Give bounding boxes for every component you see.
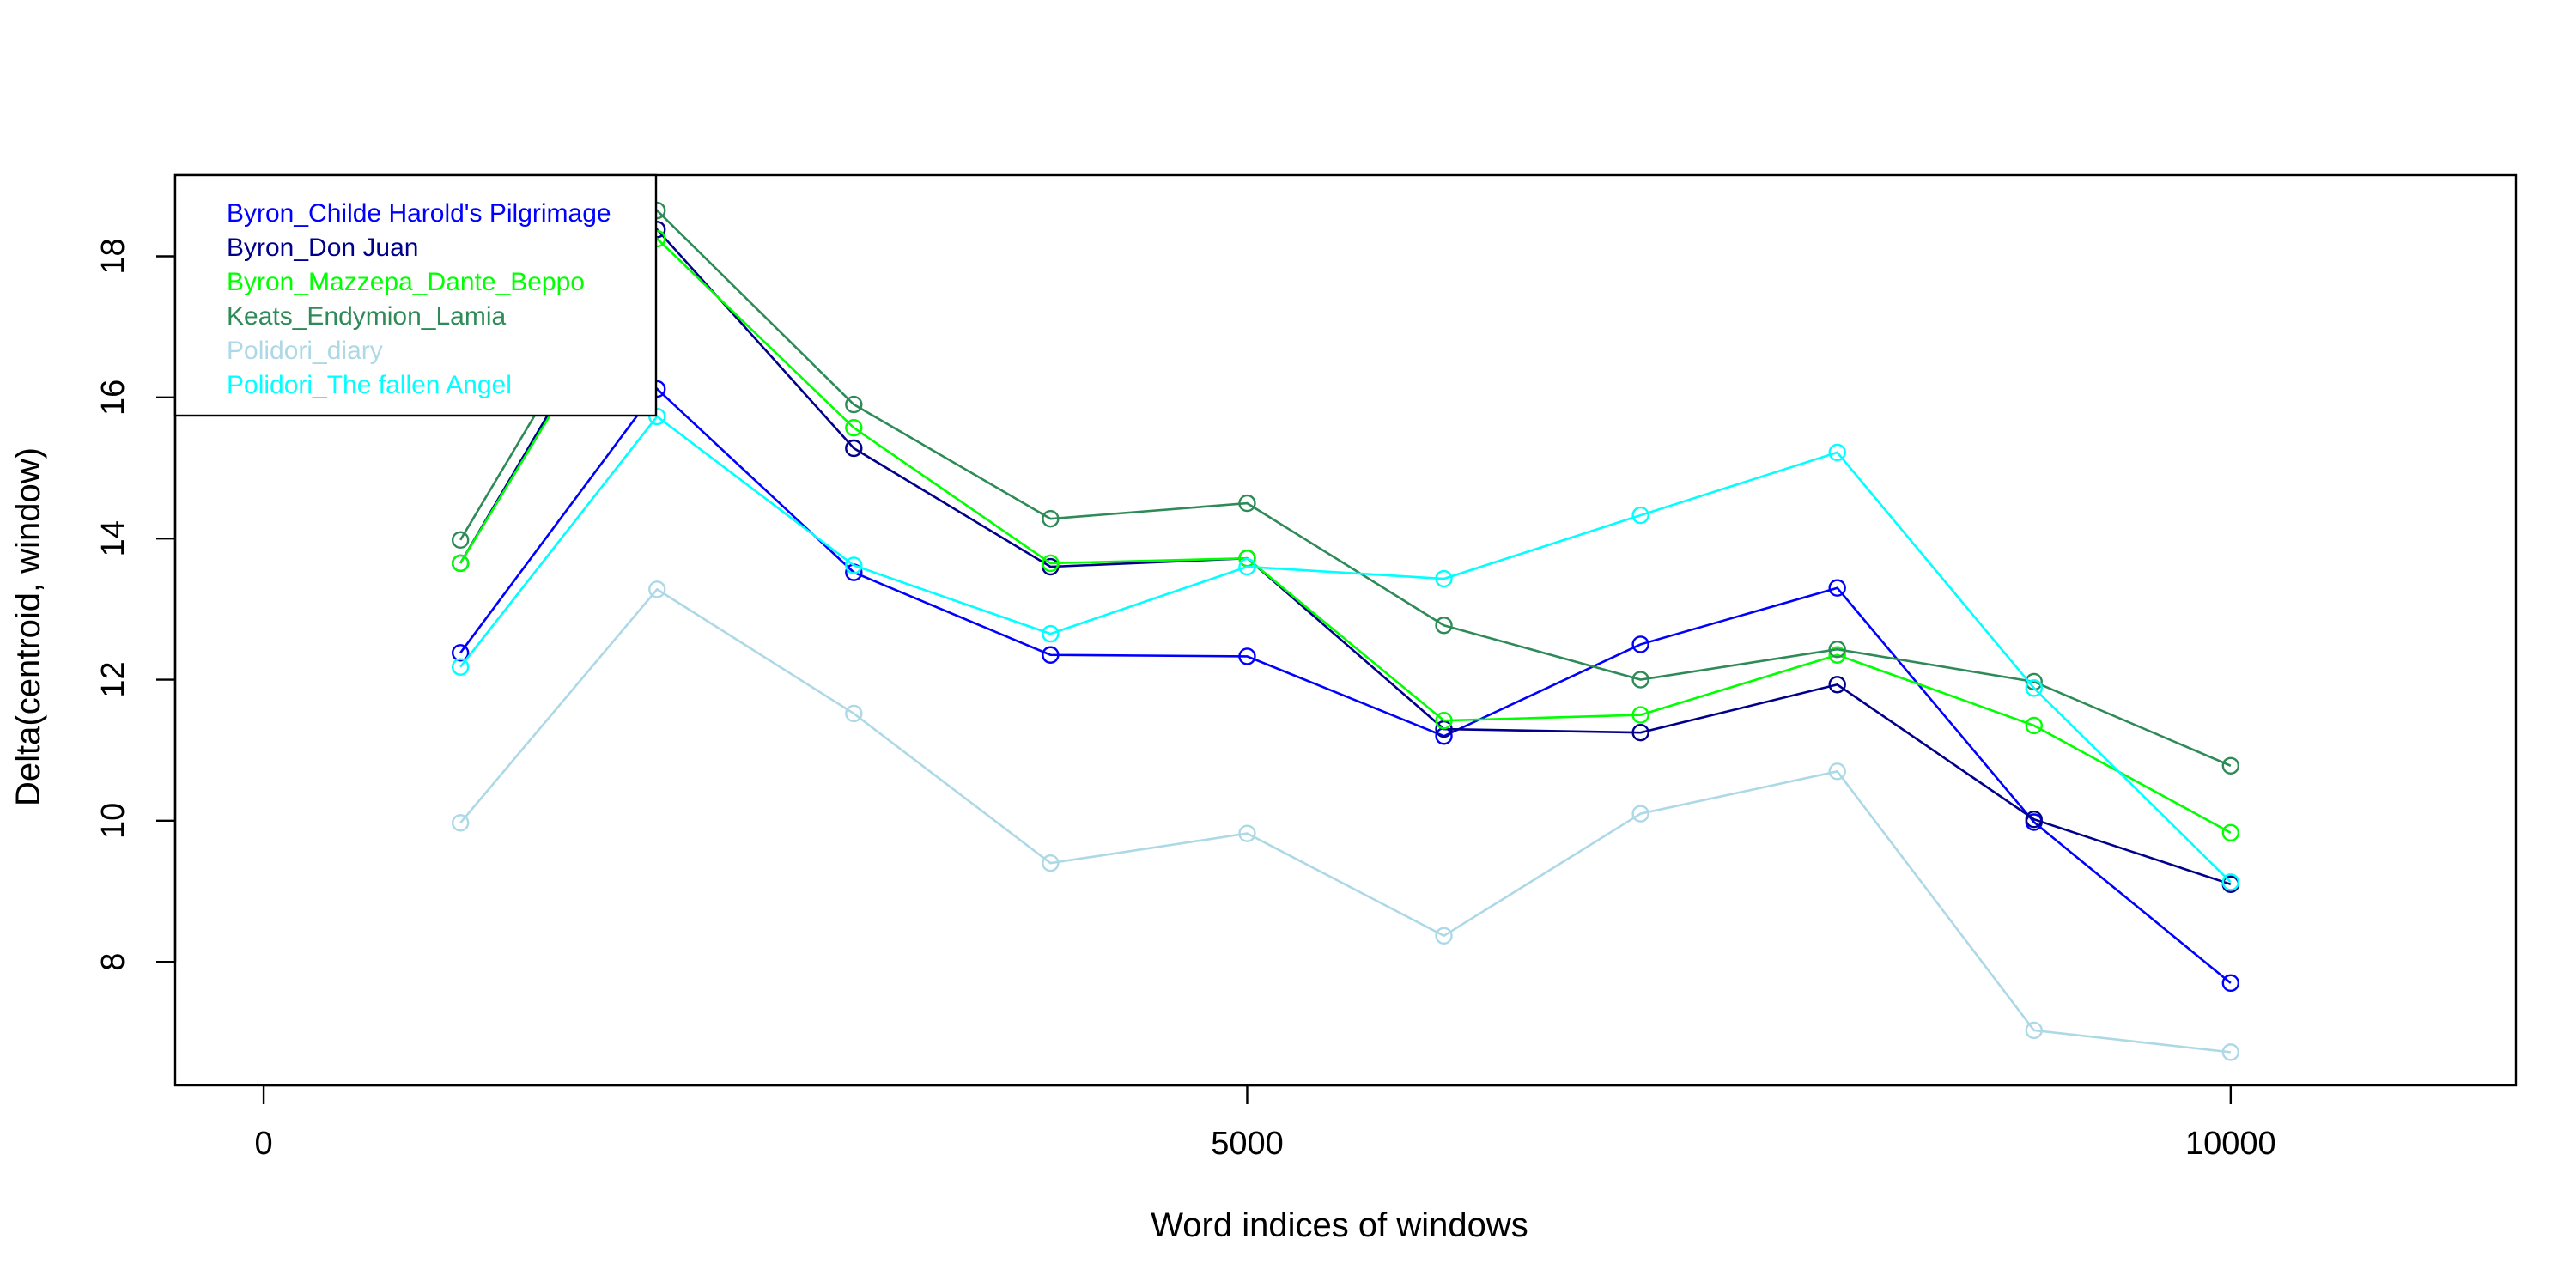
data-point (1631, 706, 1649, 724)
legend-entry: Byron_Don Juan (227, 234, 418, 262)
legend-entry: Polidori_The fallen Angel (227, 371, 512, 399)
data-point (1631, 635, 1649, 653)
data-point (1042, 554, 1060, 573)
data-point (845, 704, 863, 723)
data-point (1828, 443, 1846, 462)
data-point (2221, 1043, 2240, 1061)
data-point (451, 644, 470, 662)
data-point (451, 814, 470, 832)
series-6 (451, 407, 2240, 891)
x-tick-label: 10000 (2185, 1126, 2276, 1162)
data-point (451, 531, 470, 550)
data-point (1828, 579, 1846, 597)
series-line (459, 415, 2232, 884)
data-point (1631, 723, 1649, 742)
series-line (459, 387, 2232, 984)
data-point (1828, 640, 1846, 659)
legend-entry: Byron_Childe Harold's Pilgrimage (227, 199, 611, 228)
data-point (451, 554, 470, 573)
data-point (1435, 569, 1453, 588)
x-tick-label: 0 (255, 1126, 273, 1162)
data-point (1042, 509, 1060, 528)
data-point (1042, 624, 1060, 643)
y-axis-title: Delta(centroid, window) (9, 447, 47, 806)
data-point (845, 395, 863, 414)
data-point (1631, 671, 1649, 689)
data-point (1435, 927, 1453, 945)
data-point (1238, 557, 1256, 576)
data-point (1238, 647, 1256, 665)
data-point (1238, 494, 1256, 513)
data-point (1828, 646, 1846, 664)
y-tick-label: 16 (95, 380, 131, 416)
data-point (1042, 646, 1060, 664)
data-point (1828, 762, 1846, 781)
series-line (459, 587, 2231, 1054)
legend-entry: Keats_Endymion_Lamia (227, 302, 507, 331)
data-point (1631, 506, 1649, 525)
series-layer (451, 201, 2240, 1061)
series-line (459, 228, 2232, 886)
x-tick-label: 5000 (1211, 1126, 1284, 1162)
x-axis-title: Word indices of windows (1151, 1206, 1528, 1244)
series-3 (451, 229, 2240, 842)
y-tick-label: 18 (95, 238, 131, 274)
data-point (1631, 805, 1649, 823)
data-point (2025, 679, 2043, 697)
series-1 (451, 380, 2240, 993)
data-point (2221, 873, 2240, 891)
data-point (845, 418, 863, 437)
series-line (459, 236, 2232, 834)
data-point (1042, 854, 1060, 872)
legend-entry: Byron_Mazzepa_Dante_Beppo (227, 268, 585, 296)
series-line (459, 208, 2232, 767)
data-point (2025, 716, 2043, 735)
data-point (2025, 1021, 2043, 1040)
data-point (845, 439, 863, 458)
y-tick-label: 10 (95, 803, 131, 839)
data-point (1435, 711, 1453, 730)
data-point (451, 658, 470, 676)
y-tick-label: 8 (95, 953, 131, 971)
data-point (1435, 617, 1453, 635)
legend: Byron_Childe Harold's Pilgrimage Byron_Do… (173, 173, 658, 417)
y-tick-label: 14 (95, 520, 131, 556)
legend-box (173, 173, 658, 417)
series-4 (451, 201, 2240, 775)
data-point (845, 556, 863, 574)
legend-entry: Polidori_diary (227, 337, 383, 365)
data-point (2221, 756, 2240, 775)
data-point (2025, 811, 2043, 829)
data-point (2221, 974, 2240, 993)
data-point (2221, 823, 2240, 842)
data-point (1828, 676, 1846, 694)
data-point (1238, 824, 1256, 842)
data-point (648, 580, 666, 598)
series-5 (451, 580, 2240, 1061)
y-tick-label: 12 (95, 661, 131, 697)
